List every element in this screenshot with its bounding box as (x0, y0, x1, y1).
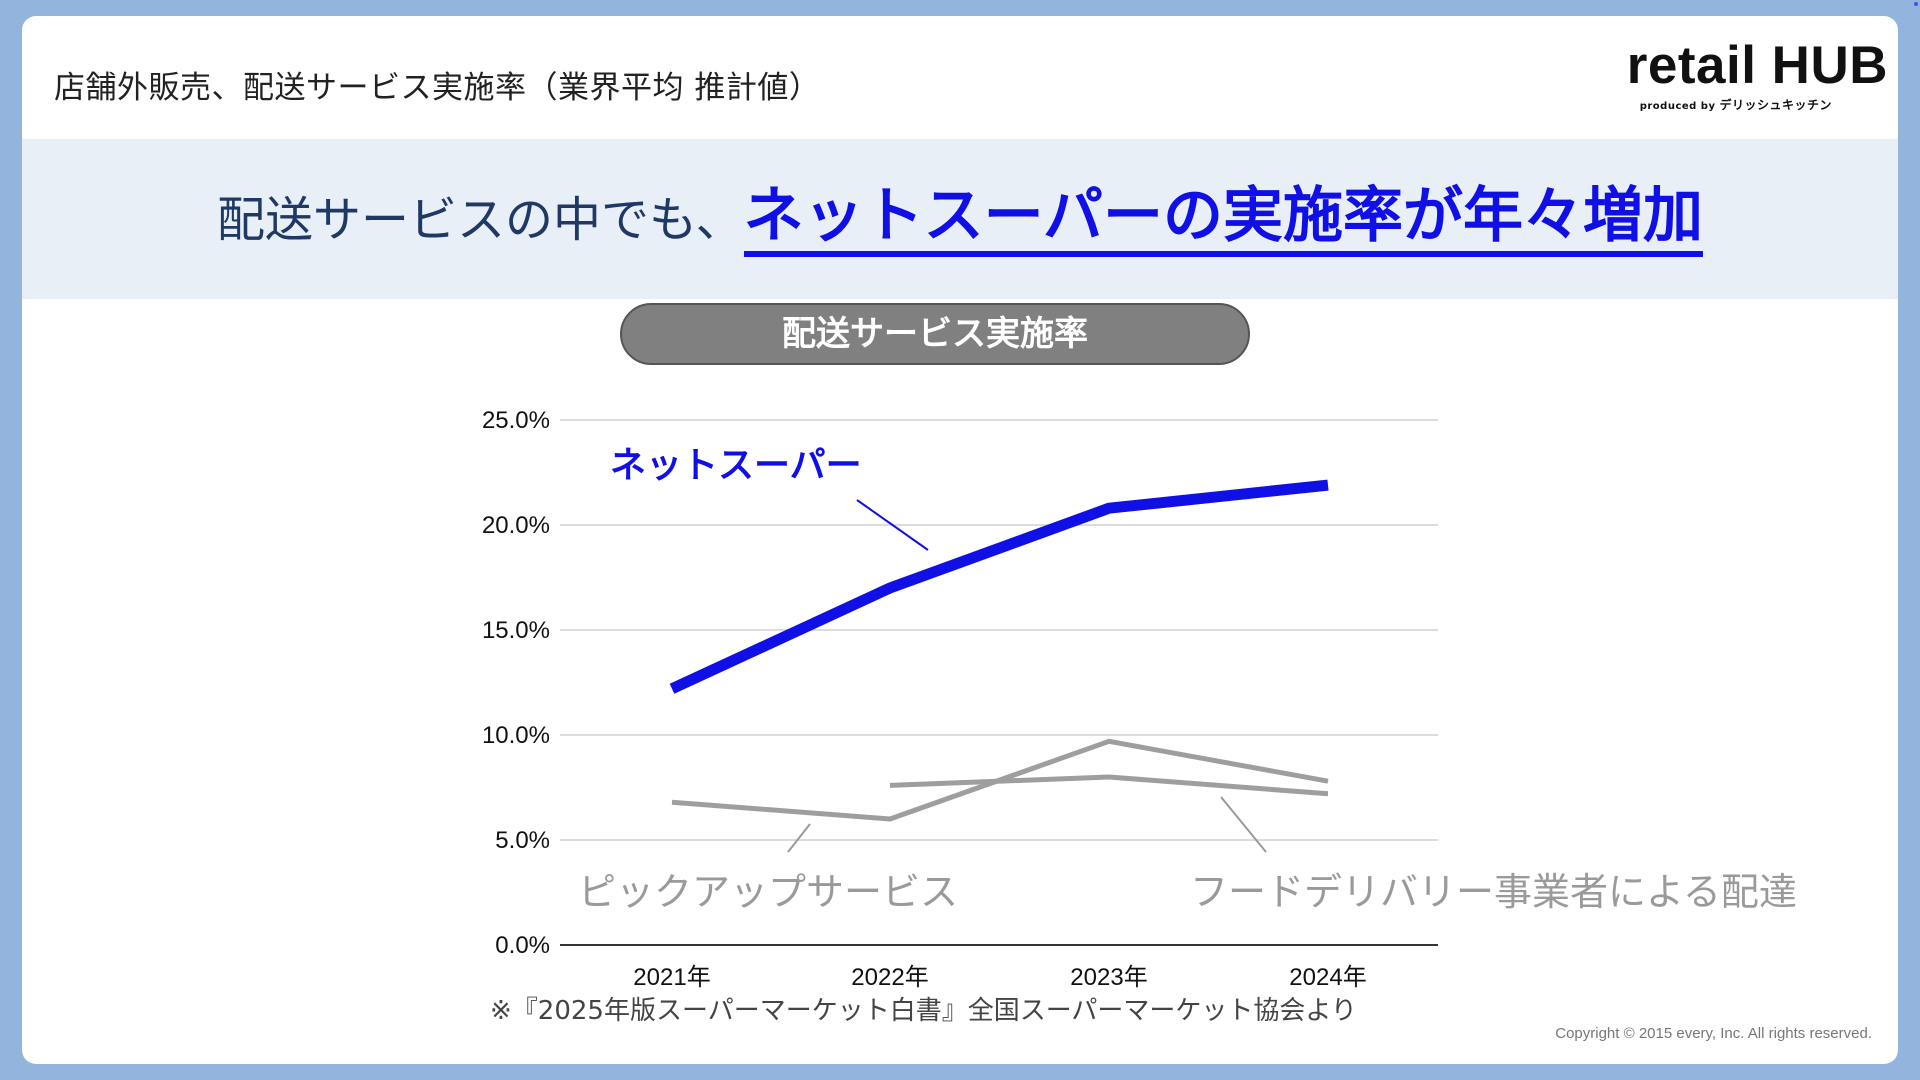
copyright-notice: Copyright © 2015 every, Inc. All rights … (1555, 1025, 1872, 1042)
leader-line (787, 823, 811, 853)
y-tick-label: 0.0% (495, 932, 550, 959)
x-tick-label: 2022年 (851, 964, 928, 991)
y-tick-label: 15.0% (482, 617, 550, 644)
leader-line (1220, 796, 1267, 853)
series-line-food-delivery (889, 774, 1329, 797)
headline-lead: 配送サービスの中でも、 (217, 192, 744, 248)
series-label-food-delivery: フードデリバリー事業者による配達 (1190, 870, 1797, 914)
slide: 店舗外販売、配送サービス実施率（業界平均 推計値） retail HUB pro… (22, 16, 1898, 1064)
headline-emphasis: ネットスーパーの実施率が年々増加 (743, 181, 1703, 257)
source-note: ※『2025年版スーパーマーケット白書』全国スーパーマーケット協会より (490, 996, 1357, 1026)
y-tick-label: 20.0% (482, 512, 550, 539)
logo-wordmark: retail HUB (1626, 36, 1888, 95)
chart-title-pill: 配送サービス実施率 (620, 303, 1250, 365)
logo-brand: デリッシュキッチン (1719, 98, 1832, 112)
headline: 配送サービスの中でも、ネットスーパーの実施率が年々増加 (22, 167, 1898, 257)
page-title: 店舗外販売、配送サービス実施率（業界平均 推計値） (54, 70, 821, 106)
x-tick-label: 2024年 (1289, 964, 1366, 991)
logo-produced-by: produced by (1639, 101, 1716, 112)
headline-banner: 配送サービスの中でも、ネットスーパーの実施率が年々増加 (22, 139, 1898, 299)
y-tick-label: 10.0% (482, 722, 550, 749)
x-tick-label: 2021年 (633, 964, 710, 991)
y-tick-label: 5.0% (495, 827, 550, 854)
y-tick-label: 25.0% (482, 407, 550, 434)
leader-line (856, 499, 929, 551)
x-tick-label: 2023年 (1070, 964, 1147, 991)
series-label-pickup: ピックアップサービス (578, 870, 958, 914)
series-label-net-super: ネットスーパー (610, 445, 862, 486)
retail-hub-logo: retail HUB produced by デリッシュキッチン (1618, 36, 1888, 113)
logo-tagline: produced by デリッシュキッチン (1618, 96, 1832, 113)
corner-dot (1914, 2, 1918, 6)
series-line-net-super (669, 479, 1329, 694)
